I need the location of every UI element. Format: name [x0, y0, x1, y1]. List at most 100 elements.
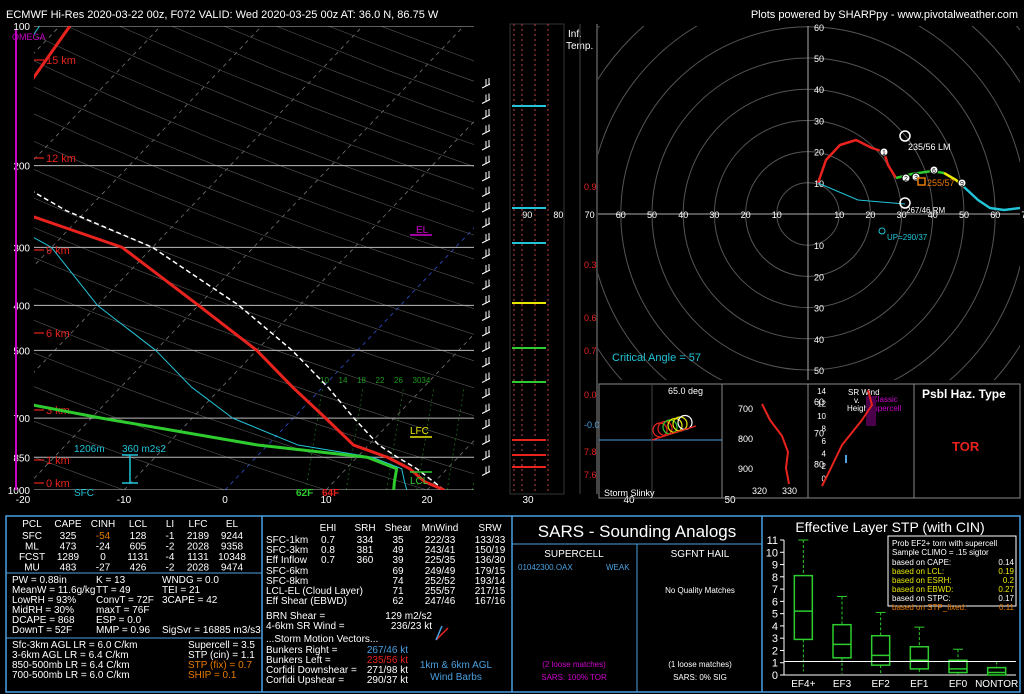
barb-6km	[435, 625, 443, 641]
hodo-x-tick: 60	[616, 210, 626, 220]
index-cell: ESP = 0.0	[96, 615, 142, 626]
hodo-x-tick: 10	[772, 210, 782, 220]
index-cell: PW = 0.88in	[12, 575, 67, 586]
critical-angle-label: Critical Angle = 57	[612, 352, 701, 364]
hodo-trace-0-3km	[816, 138, 898, 184]
kinematic-layer: SFC-1km	[266, 535, 308, 546]
sr-wind-tick: 4	[822, 450, 827, 459]
parcel-cell: 10348	[218, 552, 246, 563]
dry-adiabat	[34, 257, 474, 417]
index-cell: DownT = 52F	[12, 625, 72, 636]
sr-wind-tick: 8	[822, 425, 827, 434]
parcel-cell: 9474	[221, 563, 244, 574]
inf-side-value: -0.0	[584, 420, 600, 430]
mixing-ratio-label: 14	[339, 376, 348, 385]
thetae-temp-tick: 330	[782, 486, 797, 496]
sfc-label: SFC	[74, 488, 94, 499]
temperature-profile	[34, 26, 445, 490]
mixing-ratio-label: 3034	[413, 376, 431, 385]
kinematic-layer: Eff Shear (EBWD)	[266, 596, 347, 607]
parcel-cell: 9358	[221, 542, 244, 553]
parcel-cell: -4	[166, 552, 175, 563]
isotherm-line	[34, 26, 465, 480]
hodo-x-tick: 80	[553, 210, 563, 220]
parcel-cell: 128	[130, 531, 147, 542]
stp-legend-value: 0.17	[998, 594, 1014, 603]
stp-legend-label: based on STP_fixed:	[892, 603, 966, 612]
sars-hail-title: SGFNT HAIL	[671, 549, 730, 560]
lapse-rate: 700-500mb LR = 6.0 C/km	[12, 670, 130, 681]
sr-wind-tick: 12	[817, 400, 826, 409]
dry-adiabat	[34, 113, 474, 284]
hodo-y-tick: 60	[814, 397, 824, 407]
kinematic-cell: 69	[392, 566, 404, 577]
hodo-y-tick: 40	[814, 85, 824, 95]
mixing-ratio-line	[446, 386, 465, 490]
stp-y-tick: 6	[772, 596, 778, 608]
parcel-header: LCL	[129, 519, 148, 530]
sr-wind-profile	[821, 389, 873, 487]
mixing-ratio-line	[305, 386, 324, 490]
pressure-tick-label: 300	[13, 243, 30, 254]
stp-legend-title-1: Prob EF2+ torn with supercell	[892, 539, 997, 548]
stp-box	[909, 646, 930, 670]
isotherm-line	[123, 120, 474, 490]
index-cell: 3CAPE = 42	[162, 595, 218, 606]
hodo-y-tick: 60	[814, 23, 824, 33]
hodo-y-tick: 30	[814, 116, 824, 126]
dry-adiabat	[34, 386, 327, 490]
stp-box	[832, 623, 852, 659]
hodo-x-tick: 70	[585, 210, 595, 220]
parcel-header: EL	[226, 519, 239, 530]
composite-index: Supercell = 3.5	[188, 640, 255, 651]
stp-legend-label: based on CAPE:	[892, 558, 951, 567]
inf-side-value: 0.0	[584, 390, 597, 400]
stp-box	[793, 574, 814, 641]
temp-tick-label: 0	[222, 495, 228, 506]
dry-adiabat	[34, 197, 474, 362]
motion-label: Bunkers Left =	[266, 655, 331, 666]
temp-tick-label: -20	[16, 495, 31, 506]
hodo-km-label: 6	[932, 168, 936, 175]
index-cell: WNDG = 0.0	[162, 575, 219, 586]
dry-adiabat	[34, 86, 474, 260]
stp-y-tick: 1	[772, 658, 778, 670]
upshear-label: UP=290/37	[887, 233, 928, 242]
mixing-ratio-line	[386, 386, 404, 490]
kinematic-layer: SFC-3km	[266, 545, 308, 556]
kinematic-cell: 150/19	[475, 545, 506, 556]
height-label: 0 km	[46, 478, 70, 490]
hodo-km-label: 9	[960, 181, 964, 188]
parcel-cell: 9244	[221, 531, 244, 542]
height-label: 1 km	[46, 455, 70, 467]
sr-wind-tick: 0	[822, 475, 827, 484]
parcel-cell: -27	[96, 563, 111, 574]
motion-title: ...Storm Motion Vectors...	[266, 634, 378, 645]
parcel-cell: MU	[24, 563, 40, 574]
stp-legend-value: 0.19	[998, 567, 1014, 576]
height-label: 12 km	[46, 153, 76, 165]
kinematic-cell: 179/15	[475, 566, 506, 577]
stp-legend-box	[887, 535, 1017, 607]
mixing-ratio-line	[472, 478, 474, 490]
left-mover-label: 235/56 LM	[908, 142, 951, 152]
hodo-y-tick: 40	[814, 335, 824, 345]
hodo-x-tick: 10	[834, 210, 844, 220]
hodo-y-tick: 50	[814, 366, 824, 376]
stp-y-tick: 3	[772, 633, 778, 645]
stp-y-tick: 10	[766, 547, 778, 559]
kinematic-cell: 255/57	[425, 586, 456, 597]
sr-wind-value: 236/23 kt	[391, 621, 432, 632]
hodo-x-tick: 30	[897, 210, 907, 220]
sr-wind-tick: 6	[822, 437, 827, 446]
thetae-frame	[721, 383, 809, 499]
sars-title: SARS - Sounding Analogs	[538, 522, 736, 541]
parcel-trace	[34, 191, 445, 490]
kinematic-cell: 249/49	[425, 566, 456, 577]
slinky-tilt	[651, 425, 697, 441]
motion-value: 235/56 kt	[367, 655, 408, 666]
hodo-y-tick: 70	[814, 428, 824, 438]
stp-category: EF1	[910, 679, 929, 690]
stp-title: Effective Layer STP (with CIN)	[795, 519, 984, 535]
isotherm-line	[224, 227, 474, 490]
